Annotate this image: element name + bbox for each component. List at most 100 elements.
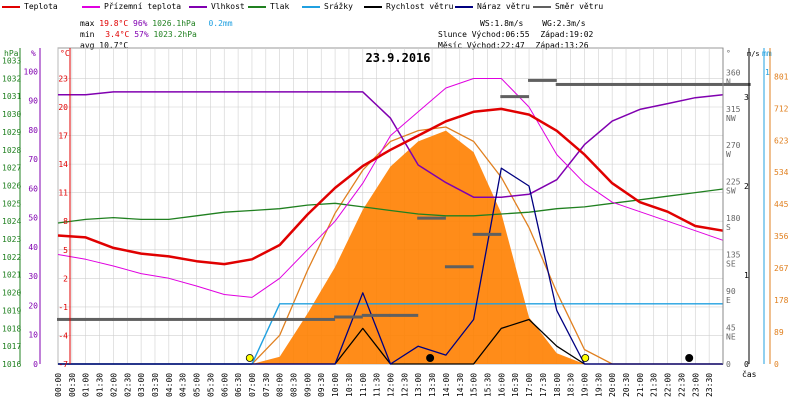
- axis-pct-tick: 60: [28, 184, 38, 193]
- stats-max-temp: 19.8°C: [99, 19, 129, 28]
- axis-deg-dir: N: [726, 77, 731, 86]
- wind-dir-point: [722, 82, 751, 86]
- wind-dir-point: [84, 317, 114, 321]
- legend-label-gust: Náraz větru: [477, 2, 530, 11]
- wind-dir-point: [666, 82, 696, 86]
- legend-item-temp: Teplota: [2, 2, 58, 11]
- legend-label-ground: Přízemní teplota: [104, 2, 182, 11]
- axis-hpa-tick: 1021: [2, 271, 21, 280]
- axis-deg-tick: 45: [726, 324, 736, 333]
- axis-wm2-tick: 178: [774, 296, 789, 305]
- axis-degc-tick: -1: [58, 303, 68, 312]
- axis-degc-tick: 8: [63, 217, 68, 226]
- solar-area: [58, 130, 723, 364]
- axis-deg-dir: W: [726, 150, 731, 159]
- legend-label-rain: Srážky: [324, 2, 353, 11]
- wind-dir-point: [223, 317, 252, 321]
- wind-dir-point: [444, 265, 474, 269]
- x-tick-label: 13:30: [428, 373, 437, 397]
- wind-dir-point: [306, 317, 336, 321]
- stats-avg-label: avg: [80, 41, 95, 50]
- x-tick-label: 03:00: [137, 373, 146, 397]
- x-tick-label: 01:00: [82, 373, 91, 397]
- legend-item-rain: Srážky: [302, 2, 353, 11]
- axis-deg-dir: NE: [726, 333, 736, 342]
- info-wg: WG:2.3m/s: [542, 19, 586, 28]
- axis-deg-tick: 180: [726, 214, 741, 223]
- x-tick-label: 00:30: [68, 373, 77, 397]
- axis-wm2-tick: 0: [774, 360, 779, 369]
- axis-degc-tick: 5: [63, 246, 68, 255]
- legend-swatch-press: [248, 5, 266, 8]
- axis-deg-dir: SE: [726, 260, 736, 269]
- axis-pct-tick: 40: [28, 243, 38, 252]
- wind-dir-point: [167, 317, 197, 321]
- info-moon-row: Měsíc Východ:22:47 Západ:13:26: [438, 41, 589, 50]
- axis-degc-tick: -7: [58, 360, 68, 369]
- legend-swatch-temp: [2, 5, 20, 8]
- axis-deg-tick: 0: [726, 360, 731, 369]
- axis-hpa-tick: 1029: [2, 128, 21, 137]
- axis-degc-unit: °C: [60, 49, 70, 58]
- legend-item-wind: Rychlost větru: [364, 2, 453, 11]
- wind-dir-point: [195, 317, 225, 321]
- x-tick-label: 22:00: [664, 373, 673, 397]
- x-tick-label: 19:00: [580, 373, 589, 397]
- wind-dir-point: [638, 82, 668, 86]
- x-tick-label: 10:30: [345, 373, 354, 397]
- axis-hpa-tick: 1016: [2, 360, 21, 369]
- stats-min-press: 1023.2hPa: [153, 30, 197, 39]
- axis-ms-tick: 3: [744, 93, 749, 102]
- x-tick-label: 06:00: [220, 373, 229, 397]
- x-tick-label: 21:30: [650, 373, 659, 397]
- axis-degc-tick: -4: [58, 331, 68, 340]
- x-tick-label: 23:30: [705, 373, 714, 397]
- x-tick-label: 22:30: [677, 373, 686, 397]
- x-tick-label: 08:00: [276, 373, 285, 397]
- axis-degc-tick: 2: [63, 274, 68, 283]
- legend-label-press: Tlak: [270, 2, 290, 11]
- stats-min-temp: 3.4°C: [105, 30, 130, 39]
- x-tick-label: 06:30: [234, 373, 243, 397]
- axis-hpa-unit: hPa: [4, 49, 19, 58]
- legend-label-dir: Směr větru: [555, 2, 604, 11]
- x-tick-label: 05:00: [193, 373, 202, 397]
- axis-hpa-tick: 1030: [2, 110, 21, 119]
- x-tick-label: 01:30: [96, 373, 105, 397]
- axis-ms-tick: 2: [744, 182, 749, 191]
- x-tick-label: 14:00: [442, 373, 451, 397]
- x-tick-label: 07:00: [248, 373, 257, 397]
- axis-hpa-tick: 1027: [2, 164, 21, 173]
- info-moon-set: Západ:13:26: [535, 41, 589, 50]
- wind-dir-point: [57, 317, 86, 321]
- x-tick-label: 20:00: [608, 373, 617, 397]
- axis-hpa-tick: 1023: [2, 235, 21, 244]
- x-tick-label: 10:00: [331, 373, 340, 397]
- series-wind-gust: [58, 167, 723, 365]
- axis-ms-tick: 1: [744, 271, 749, 280]
- wind-dir-point: [417, 216, 446, 220]
- wind-dir-point: [334, 315, 363, 319]
- x-tick-label: 04:00: [165, 373, 174, 397]
- axis-mm-tick: 1: [765, 68, 770, 77]
- axis-wm2-tick: 623: [774, 136, 789, 145]
- chart-title: 23.9.2016: [365, 51, 430, 65]
- axis-degc-tick: 14: [58, 160, 68, 169]
- wind-dir-point: [611, 82, 640, 86]
- axis-wm2-tick: 712: [774, 104, 789, 113]
- x-tick-label: 15:00: [470, 373, 479, 397]
- stats-min-label: min: [80, 30, 95, 39]
- stats-max-label: max: [80, 19, 95, 28]
- legend-swatch-dir: [533, 5, 551, 8]
- axis-pct-tick: 0: [33, 360, 38, 369]
- axis-degc-tick: 17: [58, 132, 68, 141]
- info-wind-row: WS:1.8m/s WG:2.3m/s: [480, 19, 586, 28]
- stats-avg-row: avg 10.7°C: [80, 41, 128, 50]
- axis-hpa-tick: 1025: [2, 199, 21, 208]
- stats-min-row: min 3.4°C 57% 1023.2hPa: [80, 30, 197, 39]
- wind-dir-point: [472, 232, 502, 236]
- x-axis-label: čas: [742, 369, 757, 379]
- x-tick-label: 04:30: [179, 373, 188, 397]
- axis-deg-tick: 315: [726, 105, 741, 114]
- info-moon-rise: Východ:22:47: [466, 41, 525, 50]
